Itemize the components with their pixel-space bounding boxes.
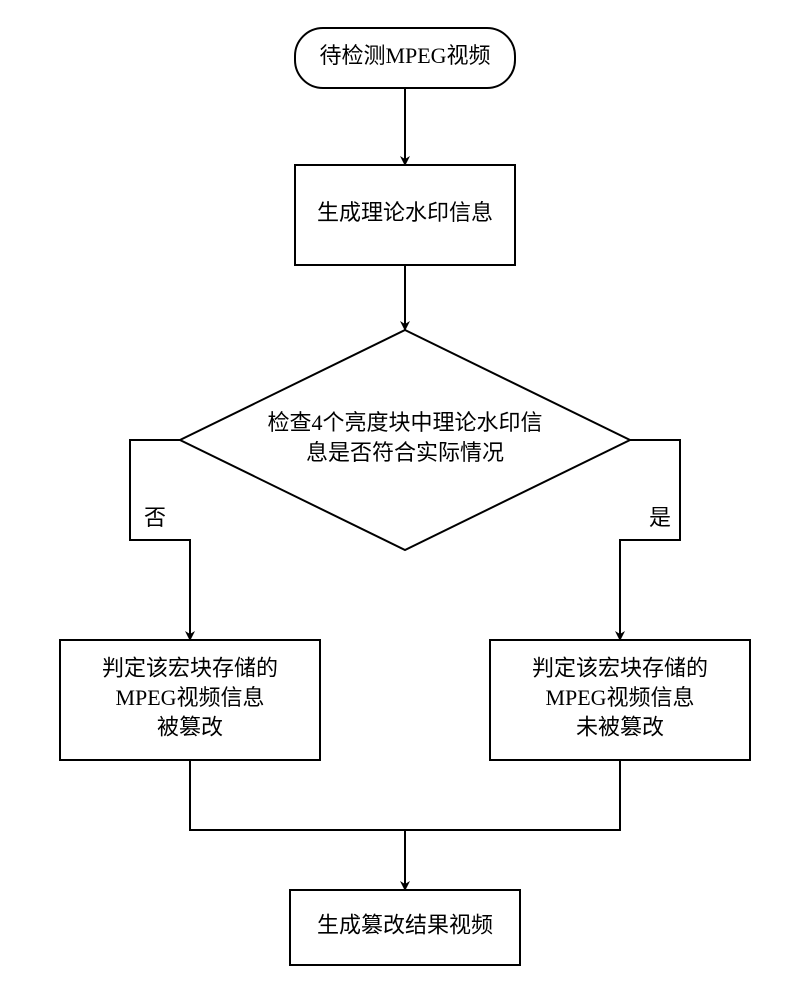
node-text: 判定该宏块存储的 — [532, 655, 708, 680]
edge-tamper-join — [190, 760, 620, 830]
node-text: 生成篡改结果视频 — [317, 913, 493, 938]
node-check: 检查4个亮度块中理论水印信息是否符合实际情况 — [180, 330, 630, 550]
node-text: MPEG视频信息 — [545, 685, 694, 710]
node-start: 待检测MPEG视频 — [295, 28, 515, 88]
flowchart-canvas: 否是待检测MPEG视频生成理论水印信息检查4个亮度块中理论水印信息是否符合实际情… — [0, 0, 811, 1000]
nodes-group: 待检测MPEG视频生成理论水印信息检查4个亮度块中理论水印信息是否符合实际情况判… — [60, 28, 750, 965]
node-text: 判定该宏块存储的 — [102, 655, 278, 680]
node-text: 生成理论水印信息 — [317, 200, 493, 225]
node-text: 息是否符合实际情况 — [306, 440, 504, 465]
edge-check-tamper — [130, 440, 190, 640]
edge-check-ok — [620, 440, 680, 640]
node-text: 待检测MPEG视频 — [319, 43, 490, 68]
node-text: 检查4个亮度块中理论水印信 — [267, 410, 542, 435]
node-ok: 判定该宏块存储的 MPEG视频信息未被篡改 — [490, 640, 750, 760]
node-text: 未被篡改 — [576, 715, 664, 740]
node-tamper: 判定该宏块存储的 MPEG视频信息被篡改 — [60, 640, 320, 760]
node-result: 生成篡改结果视频 — [290, 890, 520, 965]
node-text: MPEG视频信息 — [115, 685, 264, 710]
node-text: 被篡改 — [157, 715, 223, 740]
edge-label: 否 — [144, 505, 166, 530]
edge-label: 是 — [649, 505, 671, 530]
node-gen: 生成理论水印信息 — [295, 165, 515, 265]
